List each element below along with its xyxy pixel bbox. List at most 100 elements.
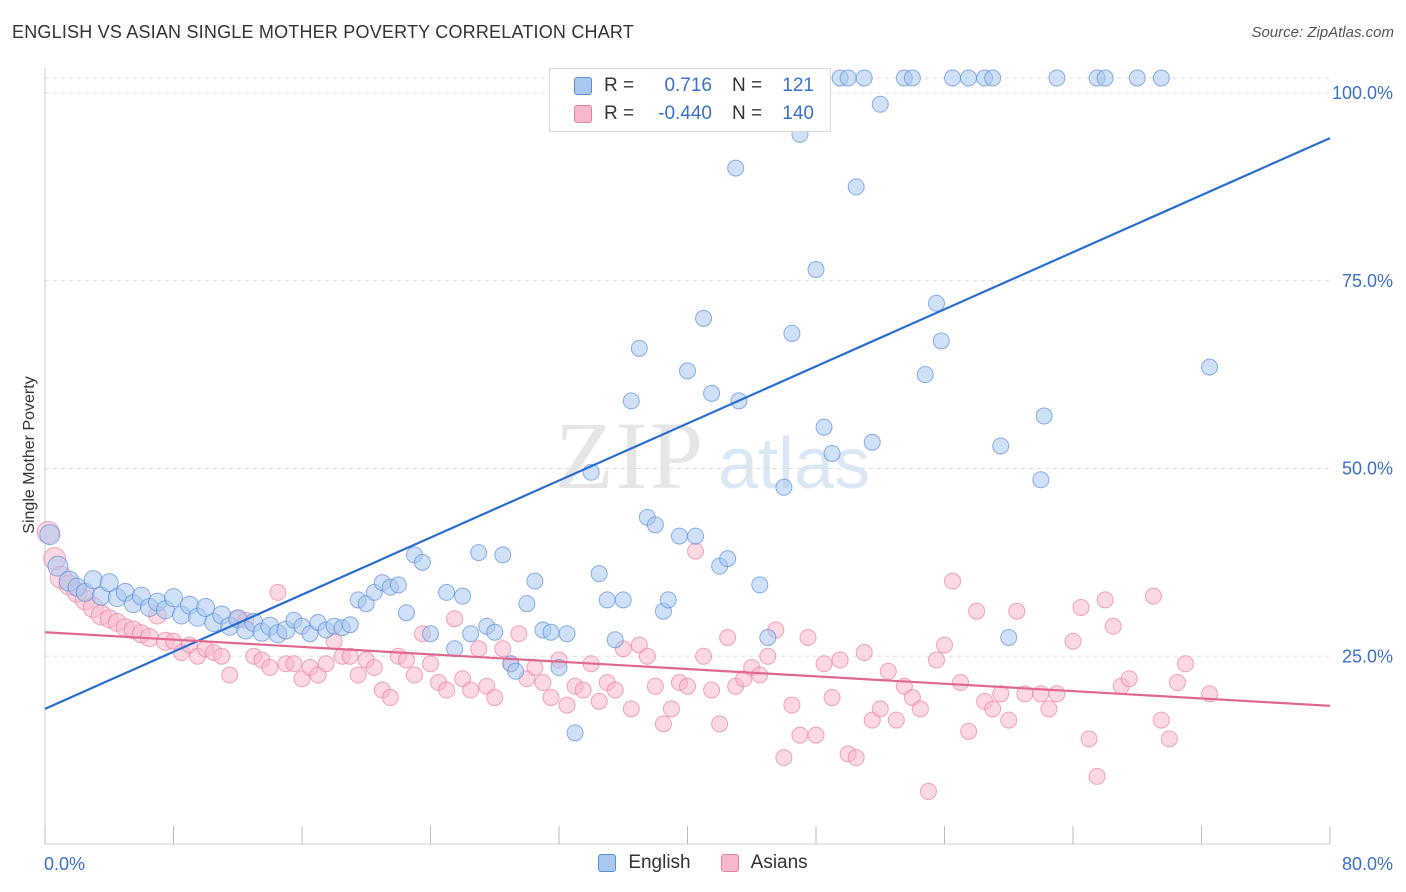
asians-point bbox=[855, 644, 873, 661]
english-point bbox=[727, 159, 745, 177]
english-point bbox=[518, 595, 536, 613]
asians-point bbox=[349, 666, 367, 684]
asians-point bbox=[879, 662, 897, 680]
asians-point bbox=[341, 647, 359, 665]
asians-point bbox=[944, 572, 962, 590]
asians-point bbox=[984, 700, 1002, 718]
english-r-label: R = bbox=[604, 75, 635, 96]
english-point bbox=[670, 527, 688, 545]
asians-point bbox=[679, 677, 696, 695]
english-point bbox=[196, 597, 216, 617]
english-point bbox=[927, 294, 945, 312]
english-point bbox=[839, 69, 857, 87]
asians-point bbox=[911, 700, 929, 718]
bottom-english-label: English bbox=[628, 852, 691, 873]
english-point bbox=[550, 659, 568, 677]
asians-point bbox=[687, 542, 705, 560]
asians-point bbox=[1096, 591, 1114, 609]
asians-point bbox=[1160, 730, 1178, 748]
chart-source: Source: ZipAtlas.com bbox=[1251, 24, 1394, 41]
asians-point bbox=[590, 692, 608, 710]
english-point bbox=[39, 524, 61, 546]
asians-point bbox=[526, 659, 544, 677]
asians-point bbox=[823, 689, 841, 707]
english-point bbox=[703, 384, 721, 402]
english-point bbox=[454, 587, 472, 605]
asians-point bbox=[446, 610, 464, 628]
watermark-zip: ZIP bbox=[555, 402, 705, 509]
english-point bbox=[1000, 628, 1018, 646]
asians-point bbox=[919, 782, 937, 800]
asians-r-label: R = bbox=[604, 103, 635, 124]
asians-point bbox=[1008, 602, 1026, 620]
y-tick-label: 75.0% bbox=[1342, 271, 1393, 291]
asians-point bbox=[261, 659, 279, 677]
asians-point bbox=[1088, 767, 1106, 785]
english-point bbox=[932, 332, 950, 350]
english-point bbox=[614, 591, 632, 609]
asians-point bbox=[422, 655, 439, 673]
asians-point bbox=[1152, 711, 1170, 729]
asians-point bbox=[405, 666, 423, 684]
asians-point bbox=[285, 655, 303, 673]
english-point bbox=[679, 362, 696, 380]
bottom-legend-asians: Asians bbox=[720, 852, 808, 874]
english-point bbox=[751, 576, 769, 594]
asians-point bbox=[815, 655, 833, 673]
asians-point bbox=[871, 700, 889, 718]
asians-point bbox=[968, 602, 986, 620]
y-axis-label: Single Mother Poverty bbox=[21, 376, 38, 534]
english-point bbox=[566, 724, 584, 742]
asians-point bbox=[381, 689, 399, 707]
english-point bbox=[847, 178, 865, 196]
english-point bbox=[598, 591, 616, 609]
asians-point bbox=[695, 647, 713, 665]
english-point bbox=[99, 573, 119, 593]
watermark: ZIP atlas bbox=[555, 402, 870, 509]
asians-point bbox=[470, 640, 488, 658]
english-points bbox=[39, 69, 1219, 742]
asians-r-value: -0.440 bbox=[658, 103, 712, 124]
english-trend-line bbox=[44, 137, 1331, 710]
english-n-label: N = bbox=[732, 75, 763, 96]
english-point bbox=[590, 565, 608, 583]
english-point bbox=[646, 516, 664, 534]
asians-point bbox=[719, 628, 737, 646]
bottom-asians-label: Asians bbox=[750, 852, 808, 873]
y-tick-label: 50.0% bbox=[1342, 459, 1393, 479]
english-point bbox=[960, 69, 978, 87]
english-point bbox=[1128, 69, 1146, 87]
asians-swatch bbox=[574, 105, 592, 123]
axes bbox=[44, 68, 1331, 845]
y-tick-label: 25.0% bbox=[1342, 646, 1393, 666]
asians-point bbox=[1040, 700, 1058, 718]
english-point bbox=[526, 572, 544, 590]
chart-title: ENGLISH VS ASIAN SINGLE MOTHER POVERTY C… bbox=[12, 22, 635, 42]
english-point bbox=[1048, 69, 1066, 87]
english-point bbox=[422, 625, 439, 643]
asians-point bbox=[558, 696, 576, 714]
english-n-value: 121 bbox=[782, 75, 814, 96]
english-point bbox=[397, 604, 415, 622]
english-point bbox=[659, 591, 677, 609]
english-point bbox=[815, 418, 833, 436]
x-tick-label: 0.0% bbox=[44, 854, 85, 874]
asians-point bbox=[759, 647, 777, 665]
english-point bbox=[389, 576, 407, 594]
asians-point bbox=[317, 655, 335, 673]
english-point bbox=[341, 616, 359, 634]
asians-point bbox=[703, 681, 721, 699]
asians-point bbox=[574, 681, 592, 699]
english-point bbox=[164, 588, 183, 608]
asians-point bbox=[1000, 711, 1018, 729]
asians-point bbox=[775, 749, 793, 767]
bottom-legend-english: English bbox=[598, 852, 691, 874]
asians-n-label: N = bbox=[732, 103, 763, 124]
asians-point bbox=[992, 685, 1010, 703]
asians-point bbox=[960, 722, 978, 740]
english-point bbox=[438, 583, 456, 601]
english-point bbox=[992, 437, 1010, 455]
asians-point bbox=[751, 666, 769, 684]
asians-point bbox=[1120, 670, 1138, 688]
